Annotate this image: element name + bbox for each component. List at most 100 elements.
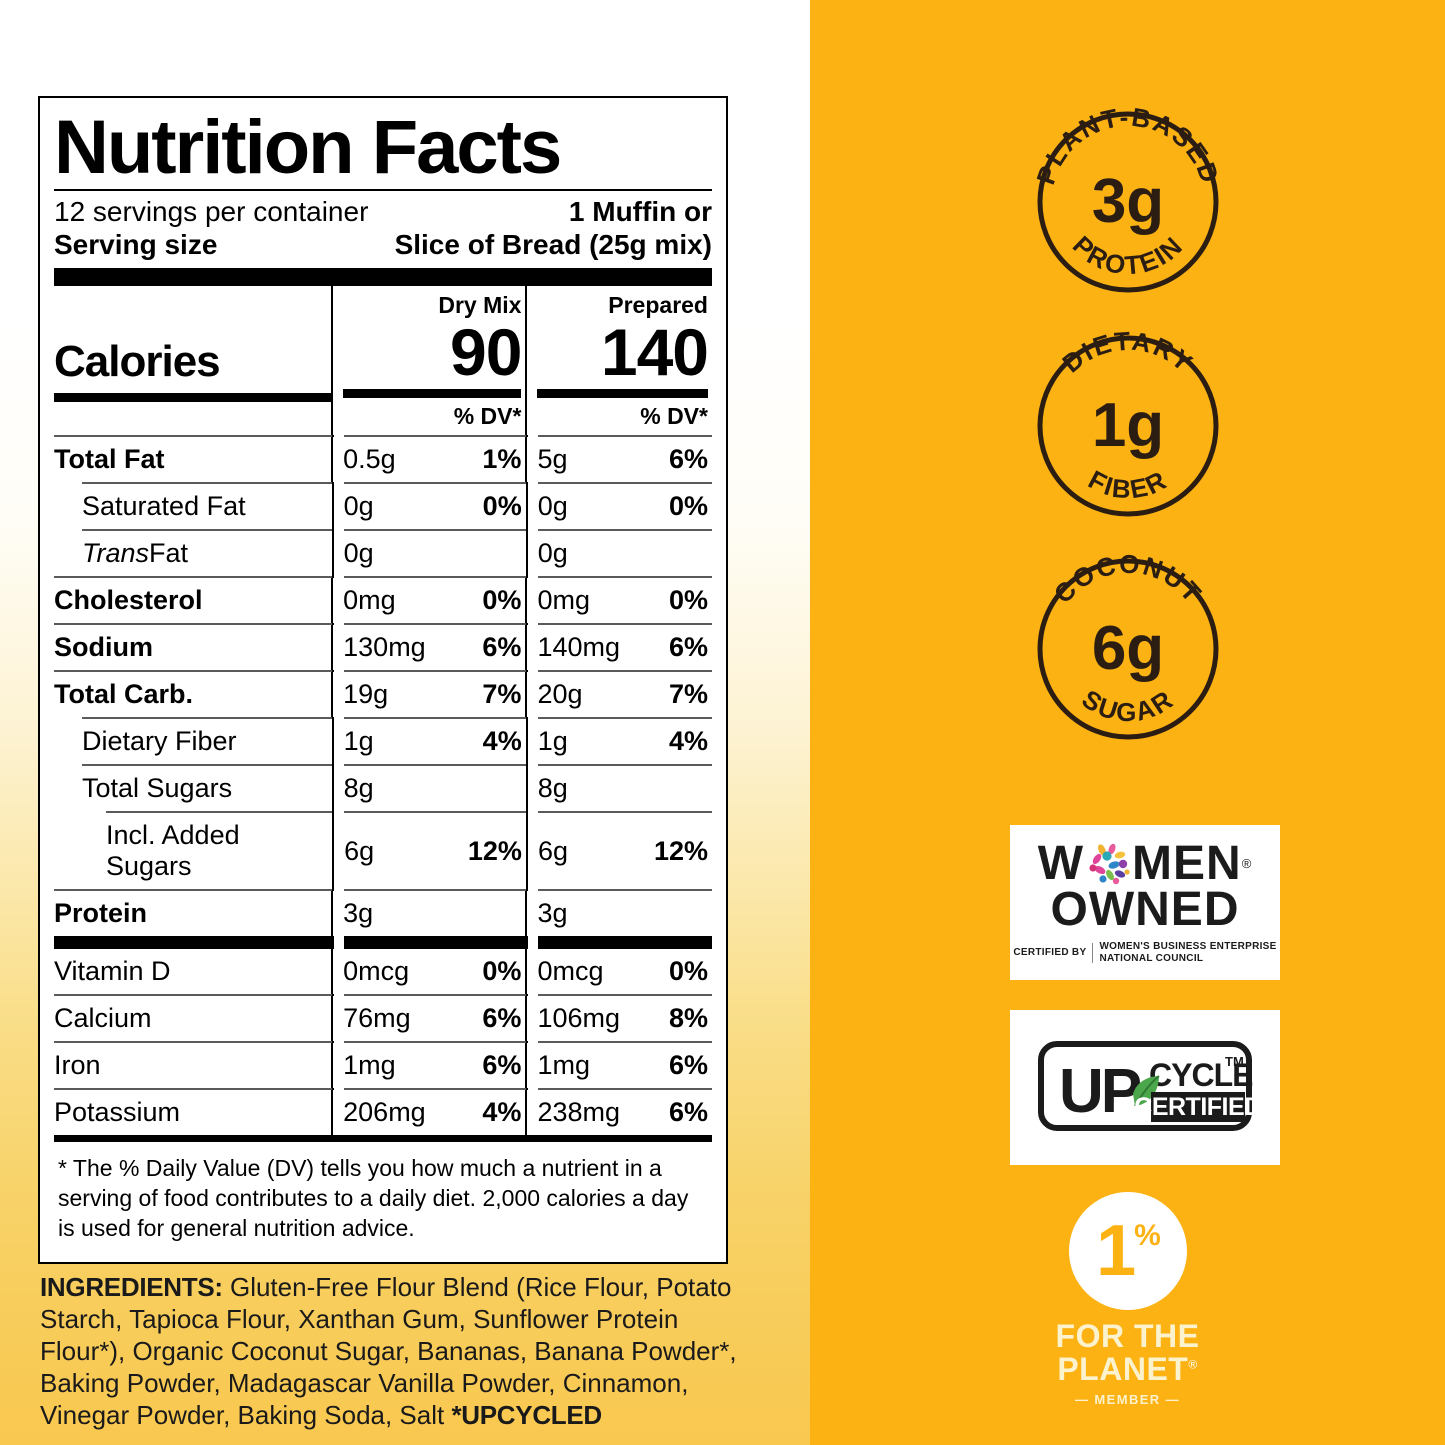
divider-name-segment — [54, 994, 332, 997]
nutrient-name: Trans Fat — [82, 538, 189, 569]
prepared-underline — [537, 389, 708, 399]
divider-cell-segment — [525, 435, 712, 438]
divider-line — [537, 529, 712, 532]
nutrient-amount: 1g — [343, 726, 374, 757]
row-divider — [54, 994, 712, 997]
divider-cell-segment — [331, 936, 526, 950]
nutrient-value-cell: 0g — [331, 531, 526, 577]
council-name: WOMEN'S BUSINESS ENTERPRISE NATIONAL COU… — [1099, 941, 1276, 965]
calories-spacer — [54, 402, 331, 435]
women-owned-w: W — [1037, 836, 1085, 890]
servings-per-container-label: 12 servings per container — [54, 196, 369, 228]
council-line1: WOMEN'S BUSINESS ENTERPRISE — [1099, 940, 1277, 952]
calories-label: Calories — [54, 337, 221, 387]
nutrient-name: Saturated Fat — [82, 491, 246, 522]
row-divider — [54, 529, 712, 532]
divider-cell-segment — [525, 936, 712, 950]
divider-cell-segment — [331, 529, 526, 532]
divider-cell-segment — [331, 623, 526, 626]
nutrient-value-cell: 0.5g 1% — [331, 437, 525, 483]
calories-underline — [54, 393, 332, 403]
divider-line — [537, 482, 712, 485]
divider-line — [82, 529, 332, 532]
row-divider — [54, 889, 712, 892]
one-percent-number: 1% — [1096, 1211, 1161, 1291]
divider-cell-segment — [525, 623, 712, 626]
divider-line — [54, 623, 332, 626]
nutrient-daily-value: 6% — [668, 444, 708, 475]
nutrient-amount: 6g — [537, 835, 568, 866]
nutrient-daily-value: 0% — [668, 585, 708, 616]
nutrient-value-cell: 140mg 6% — [525, 625, 712, 671]
nutrient-value-cell: 238mg 6% — [525, 1090, 712, 1136]
nutrient-value-cell: 0mcg 0% — [331, 949, 525, 995]
nutrient-amount: 6g — [344, 835, 375, 866]
divider-cell-segment — [525, 529, 712, 532]
one-percent-digit: 1 — [1096, 1211, 1136, 1291]
nutrient-value-cell: 3g — [331, 891, 525, 937]
divider-line — [537, 764, 712, 767]
one-percent-for-the-planet: 1% FOR THE PLANET® — MEMBER — — [810, 1192, 1445, 1407]
divider-name-segment — [54, 1088, 332, 1091]
divider-line — [54, 576, 332, 579]
nutrient-value-cell: 6g 12% — [332, 813, 526, 890]
divider-cell-segment — [331, 576, 526, 579]
divider-name-segment — [54, 936, 332, 950]
divider-line — [537, 623, 712, 626]
nutrient-value-cell: 8g — [331, 766, 526, 812]
dietary-fiber-icon: DIETARY 1g FIBER — [1037, 326, 1218, 517]
planet-member-label: — MEMBER — — [1075, 1392, 1180, 1408]
calories-label-cell: Calories — [54, 286, 332, 435]
nutrient-row: Calcium 76mg 6% 106mg 8% — [54, 996, 712, 1042]
svg-text:DIETARY: DIETARY — [1056, 326, 1199, 379]
divider-cell-segment — [331, 811, 526, 814]
nutrient-amount: 0g — [343, 491, 374, 522]
divider-name-segment — [54, 670, 332, 673]
serving-size-value-line1: 1 Muffin or — [568, 196, 712, 228]
divider-line — [343, 435, 526, 438]
women-owned-logo: W — [1013, 836, 1276, 965]
divider-line — [537, 994, 712, 997]
planet-line2: PLANET® — [1057, 1352, 1197, 1386]
row-divider — [54, 1088, 712, 1091]
prepared-calories: 140 — [600, 315, 709, 390]
dry-mix-underline — [343, 389, 522, 399]
nutrient-amount: 8g — [343, 773, 374, 804]
divider-name-segment — [54, 482, 332, 485]
divider-line — [54, 435, 332, 438]
nutrient-daily-value: 6% — [482, 1050, 522, 1081]
divider-line — [54, 936, 332, 950]
nutrient-name: Vitamin D — [54, 956, 171, 987]
divider-line — [537, 1088, 712, 1091]
nutrient-name: Dietary Fiber — [82, 726, 237, 757]
divider-line — [343, 764, 526, 767]
row-divider — [54, 482, 712, 485]
row-divider — [54, 811, 712, 814]
dry-mix-calories: 90 — [450, 315, 522, 390]
coconut-sugar-icon: COCONUT 6g SUGAR — [1037, 549, 1218, 740]
nutrient-daily-value: 0% — [482, 491, 522, 522]
nutrition-facts-panel: Nutrition Facts 12 servings per containe… — [38, 96, 728, 1264]
divider-cell-segment — [331, 482, 526, 485]
divider-line — [343, 994, 526, 997]
nutrient-daily-value: 6% — [668, 1050, 708, 1081]
nutrient-daily-value: 0% — [668, 956, 708, 987]
nutrient-amount: 3g — [537, 898, 568, 929]
upcycled-certification: UP CYCLED TM CERTIFIED — [1010, 1010, 1280, 1165]
prepared-header: Prepared — [608, 292, 708, 319]
nutrient-name: Total Fat — [54, 444, 165, 475]
divider-line — [343, 482, 526, 485]
divider-line — [82, 717, 332, 720]
nutrient-daily-value: 6% — [668, 632, 708, 663]
nutrient-daily-value: 4% — [668, 726, 708, 757]
footer-divider — [1092, 943, 1094, 963]
nutrient-amount: 0.5g — [343, 444, 396, 475]
micronutrient-rows: Vitamin D 0mcg 0% 0mcg 0% Calcium 76mg 6% 106mg 8… — [54, 949, 712, 1136]
divider-line — [343, 936, 526, 950]
nutrient-amount: 0mcg — [343, 956, 410, 987]
divider-cell-segment — [525, 1088, 712, 1091]
nutrient-daily-value: 0% — [482, 585, 522, 616]
nutrient-name: Protein — [54, 898, 148, 929]
nutrient-value-cell: 0mg 0% — [331, 578, 525, 624]
divider-line — [343, 811, 526, 814]
